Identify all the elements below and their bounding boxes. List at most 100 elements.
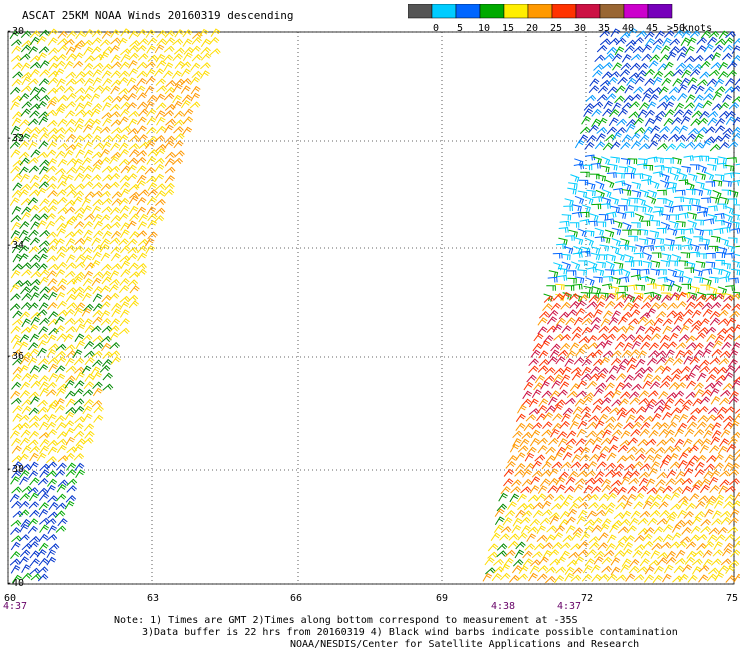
- wind-barb: [710, 396, 721, 405]
- wind-barb: [29, 110, 40, 118]
- wind-barb: [66, 53, 77, 62]
- wind-barb: [633, 117, 644, 126]
- wind-barb: [701, 302, 713, 310]
- wind-barb: [20, 173, 30, 183]
- wind-barb: [565, 317, 576, 326]
- wind-barb: [127, 157, 138, 166]
- wind-barb: [591, 203, 602, 210]
- wind-barb: [734, 492, 740, 501]
- wind-barb: [102, 372, 113, 381]
- wind-barb: [57, 37, 69, 46]
- wind-barb: [586, 134, 597, 143]
- wind-barb: [730, 431, 740, 439]
- wind-barb: [82, 133, 93, 141]
- wind-barb: [586, 549, 597, 557]
- wind-barb: [64, 427, 75, 437]
- wind-barb: [585, 277, 595, 286]
- wind-barb: [638, 143, 650, 151]
- wind-barb: [730, 227, 740, 234]
- wind-barb: [48, 238, 60, 246]
- wind-barb: [531, 389, 542, 398]
- wind-barb: [611, 399, 622, 407]
- wind-barb: [646, 237, 656, 245]
- wind-barb: [74, 333, 85, 342]
- wind-barb: [705, 414, 717, 423]
- wind-barb: [92, 387, 103, 397]
- wind-barb: [661, 375, 672, 383]
- wind-barb: [550, 302, 561, 311]
- wind-barb: [610, 479, 622, 487]
- wind-barb: [9, 558, 21, 566]
- wind-barb: [20, 518, 31, 528]
- wind-barb: [537, 365, 549, 373]
- wind-barb: [20, 262, 32, 270]
- wind-barb: [146, 45, 156, 54]
- wind-barb: [46, 245, 57, 253]
- wind-barb: [145, 29, 156, 38]
- wind-barb: [72, 228, 84, 237]
- wind-barb: [726, 157, 737, 163]
- wind-barb: [711, 52, 722, 61]
- wind-barb: [47, 439, 58, 448]
- wind-barb: [502, 517, 513, 526]
- wind-barb: [526, 374, 537, 383]
- wind-barb: [521, 431, 533, 439]
- wind-barb: [560, 461, 572, 469]
- wind-barb: [120, 260, 130, 270]
- wind-barb: [102, 134, 113, 143]
- wind-barb: [665, 95, 677, 103]
- wind-barb: [504, 509, 516, 518]
- wind-barb: [641, 44, 652, 53]
- wind-barb: [716, 366, 728, 375]
- wind-barb: [674, 102, 685, 112]
- wind-barb: [667, 227, 678, 236]
- wind-barb: [685, 181, 695, 191]
- wind-barb: [136, 29, 148, 38]
- wind-barb: [82, 285, 94, 294]
- wind-barb: [604, 507, 614, 517]
- wind-barb: [144, 166, 156, 175]
- wind-barb: [652, 574, 663, 584]
- wind-barb: [703, 430, 713, 439]
- wind-barb: [581, 493, 593, 501]
- wind-barb: [605, 374, 616, 383]
- wind-barb: [728, 349, 739, 359]
- wind-barb: [670, 503, 681, 511]
- wind-barb: [118, 197, 130, 206]
- wind-barb: [136, 262, 147, 270]
- wind-barb: [65, 118, 77, 127]
- wind-barb: [594, 420, 605, 429]
- wind-barb: [650, 220, 661, 227]
- wind-barb: [630, 132, 641, 141]
- wind-barb: [692, 155, 703, 162]
- wind-barb: [651, 542, 662, 551]
- wind-barb: [530, 429, 541, 439]
- wind-barb: [664, 205, 674, 213]
- wind-barb: [688, 173, 698, 182]
- wind-barb: [594, 509, 606, 517]
- wind-barb: [609, 435, 619, 445]
- wind-barb: [710, 61, 722, 70]
- wind-barb: [109, 318, 120, 327]
- wind-barb: [65, 262, 77, 270]
- wind-barb: [29, 333, 40, 343]
- wind-barb: [129, 134, 140, 143]
- wind-barb: [734, 535, 740, 542]
- wind-barb: [75, 372, 85, 381]
- wind-barb: [552, 413, 563, 421]
- wind-barb: [57, 206, 69, 214]
- wind-barb: [650, 550, 661, 559]
- wind-barb: [529, 485, 540, 494]
- wind-barb: [29, 86, 40, 96]
- wind-barb: [73, 452, 85, 461]
- wind-barb: [693, 142, 704, 150]
- wind-barb: [20, 279, 32, 287]
- wind-barb: [119, 255, 131, 263]
- wind-barb: [182, 126, 193, 135]
- wind-barb: [695, 294, 707, 302]
- wind-barb: [82, 437, 94, 445]
- wind-barb: [570, 461, 582, 469]
- wind-barb: [47, 495, 58, 503]
- wind-barb: [644, 403, 655, 413]
- wind-barb: [712, 340, 723, 349]
